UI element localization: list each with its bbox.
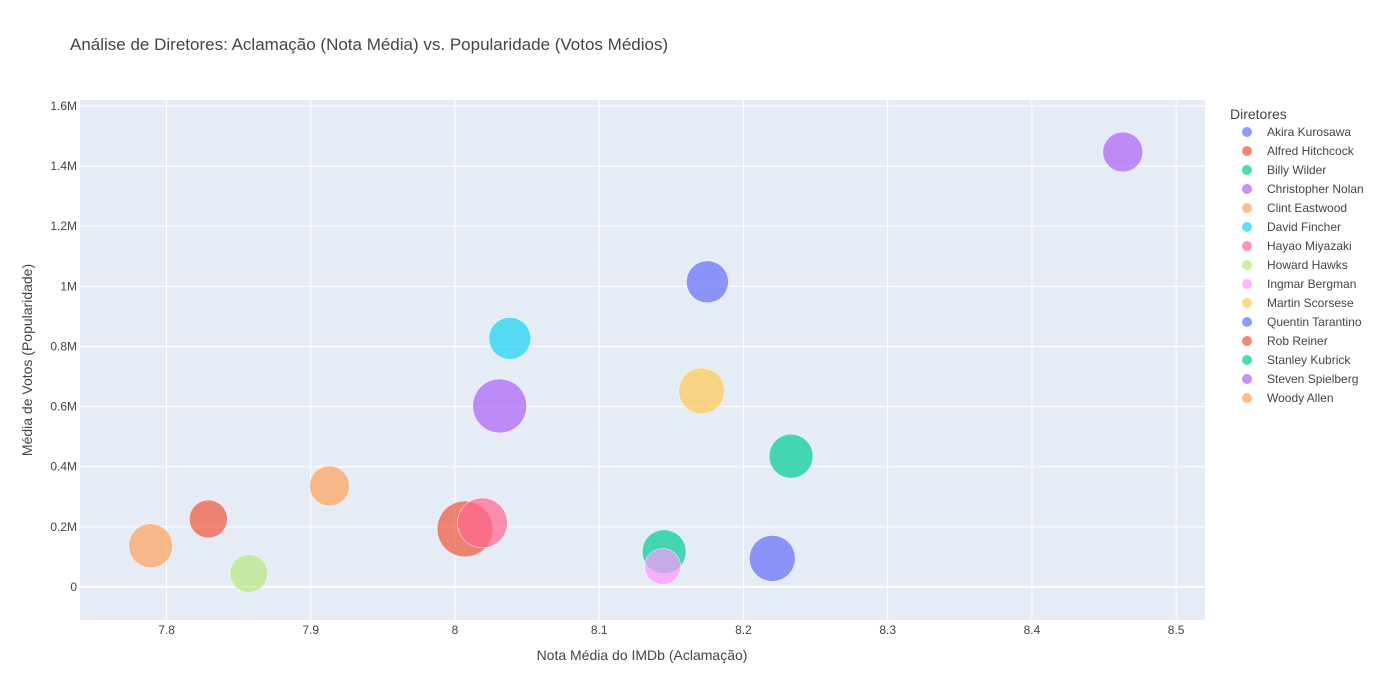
legend-marker <box>1242 146 1252 156</box>
legend-label: Rob Reiner <box>1267 334 1328 348</box>
legend-marker <box>1242 184 1252 194</box>
legend-item[interactable]: Clint Eastwood <box>1242 201 1347 215</box>
y-tick-label: 0 <box>70 580 77 594</box>
legend-item[interactable]: Rob Reiner <box>1242 334 1328 348</box>
data-point[interactable] <box>644 548 681 585</box>
data-point[interactable] <box>1102 131 1144 173</box>
x-tick-label: 8.1 <box>591 623 608 637</box>
plot-area <box>80 100 1205 620</box>
x-tick-label: 7.8 <box>158 623 175 637</box>
legend-item[interactable]: Woody Allen <box>1242 391 1334 405</box>
legend-item[interactable]: Quentin Tarantino <box>1242 315 1362 329</box>
grid-lines <box>80 100 1205 620</box>
y-tick-label: 0.2M <box>50 520 77 534</box>
data-point[interactable] <box>457 497 508 549</box>
legend-item[interactable]: Christopher Nolan <box>1242 182 1364 196</box>
legend-label: Woody Allen <box>1267 391 1334 405</box>
x-tick-label: 8.4 <box>1024 623 1041 637</box>
legend-item[interactable]: Akira Kurosawa <box>1242 125 1351 139</box>
legend-marker <box>1242 393 1252 403</box>
data-point[interactable] <box>488 317 532 360</box>
y-tick-label: 1M <box>60 279 77 293</box>
legend-item[interactable]: Ingmar Bergman <box>1242 277 1356 291</box>
legend-item[interactable]: Martin Scorsese <box>1242 296 1354 310</box>
x-tick-label: 8.2 <box>735 623 752 637</box>
y-tick-label: 0.4M <box>50 460 77 474</box>
legend-marker <box>1242 374 1252 384</box>
data-point[interactable] <box>768 433 814 479</box>
x-tick-label: 7.9 <box>302 623 319 637</box>
x-axis-title: Nota Média do IMDb (Aclamação) <box>537 647 748 663</box>
y-tick-label: 0.6M <box>50 400 77 414</box>
chart-title: Análise de Diretores: Aclamação (Nota Mé… <box>70 35 668 54</box>
legend-marker <box>1242 279 1252 289</box>
legend-item[interactable]: Howard Hawks <box>1242 258 1348 272</box>
legend-item[interactable]: David Fincher <box>1242 220 1341 234</box>
y-tick-label: 1.4M <box>50 159 77 173</box>
legend-marker <box>1242 241 1252 251</box>
y-tick-label: 0.8M <box>50 339 77 353</box>
legend-label: Martin Scorsese <box>1267 296 1354 310</box>
x-tick-label: 8 <box>452 623 459 637</box>
legend-marker <box>1242 260 1252 270</box>
legend-label: Ingmar Bergman <box>1267 277 1356 291</box>
legend-marker <box>1242 317 1252 327</box>
legend-label: Stanley Kubrick <box>1267 353 1351 367</box>
legend-label: Hayao Miyazaki <box>1267 239 1352 253</box>
legend-label: Alfred Hitchcock <box>1267 144 1355 158</box>
legend-item[interactable]: Steven Spielberg <box>1242 372 1358 386</box>
data-points[interactable] <box>128 131 1144 593</box>
y-axis-title: Média de Votos (Popularidade) <box>19 264 35 456</box>
legend-label: Clint Eastwood <box>1267 201 1347 215</box>
legend-marker <box>1242 127 1252 137</box>
legend-marker <box>1242 165 1252 175</box>
legend-item[interactable]: Billy Wilder <box>1242 163 1326 177</box>
data-point[interactable] <box>189 499 228 539</box>
y-axis-ticks: 0 0.2M 0.4M 0.6M 0.8M 1M 1.2M 1.4M 1.6M <box>50 99 77 594</box>
data-point[interactable] <box>229 554 268 593</box>
legend-marker <box>1242 298 1252 308</box>
legend-title: Diretores <box>1230 106 1287 122</box>
data-point[interactable] <box>309 465 350 507</box>
legend-item[interactable]: Stanley Kubrick <box>1242 353 1351 367</box>
legend-item[interactable]: Alfred Hitchcock <box>1242 144 1355 158</box>
legend-label: Akira Kurosawa <box>1267 125 1351 139</box>
legend-marker <box>1242 355 1252 365</box>
legend-label: Billy Wilder <box>1267 163 1326 177</box>
y-tick-label: 1.2M <box>50 219 77 233</box>
legend-label: Howard Hawks <box>1267 258 1348 272</box>
data-point[interactable] <box>686 260 729 304</box>
y-tick-label: 1.6M <box>50 99 77 113</box>
x-axis-ticks: 7.8 7.9 8 8.1 8.2 8.3 8.4 8.5 <box>158 623 1185 637</box>
data-point[interactable] <box>749 535 796 582</box>
data-point[interactable] <box>128 523 173 569</box>
data-point[interactable] <box>678 367 725 415</box>
legend[interactable]: Diretores Akira Kurosawa Alfred Hitchcock… <box>1230 106 1364 405</box>
legend-marker <box>1242 222 1252 232</box>
legend-label: Steven Spielberg <box>1267 372 1358 386</box>
x-tick-label: 8.3 <box>879 623 896 637</box>
legend-marker <box>1242 336 1252 346</box>
legend-marker <box>1242 203 1252 213</box>
x-tick-label: 8.5 <box>1168 623 1185 637</box>
data-point[interactable] <box>472 378 527 434</box>
legend-label: David Fincher <box>1267 220 1341 234</box>
legend-label: Christopher Nolan <box>1267 182 1364 196</box>
legend-item[interactable]: Hayao Miyazaki <box>1242 239 1352 253</box>
legend-label: Quentin Tarantino <box>1267 315 1362 329</box>
